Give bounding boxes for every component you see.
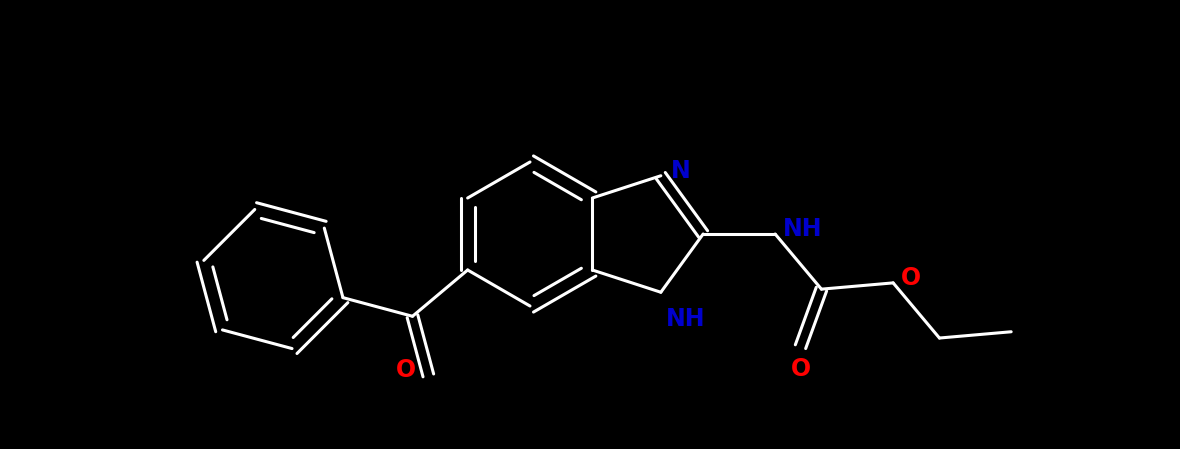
Text: NH: NH bbox=[784, 217, 822, 241]
Text: N: N bbox=[670, 159, 690, 183]
Text: NH: NH bbox=[666, 307, 706, 331]
Text: O: O bbox=[396, 358, 417, 383]
Text: O: O bbox=[791, 357, 811, 381]
Text: O: O bbox=[902, 266, 922, 290]
